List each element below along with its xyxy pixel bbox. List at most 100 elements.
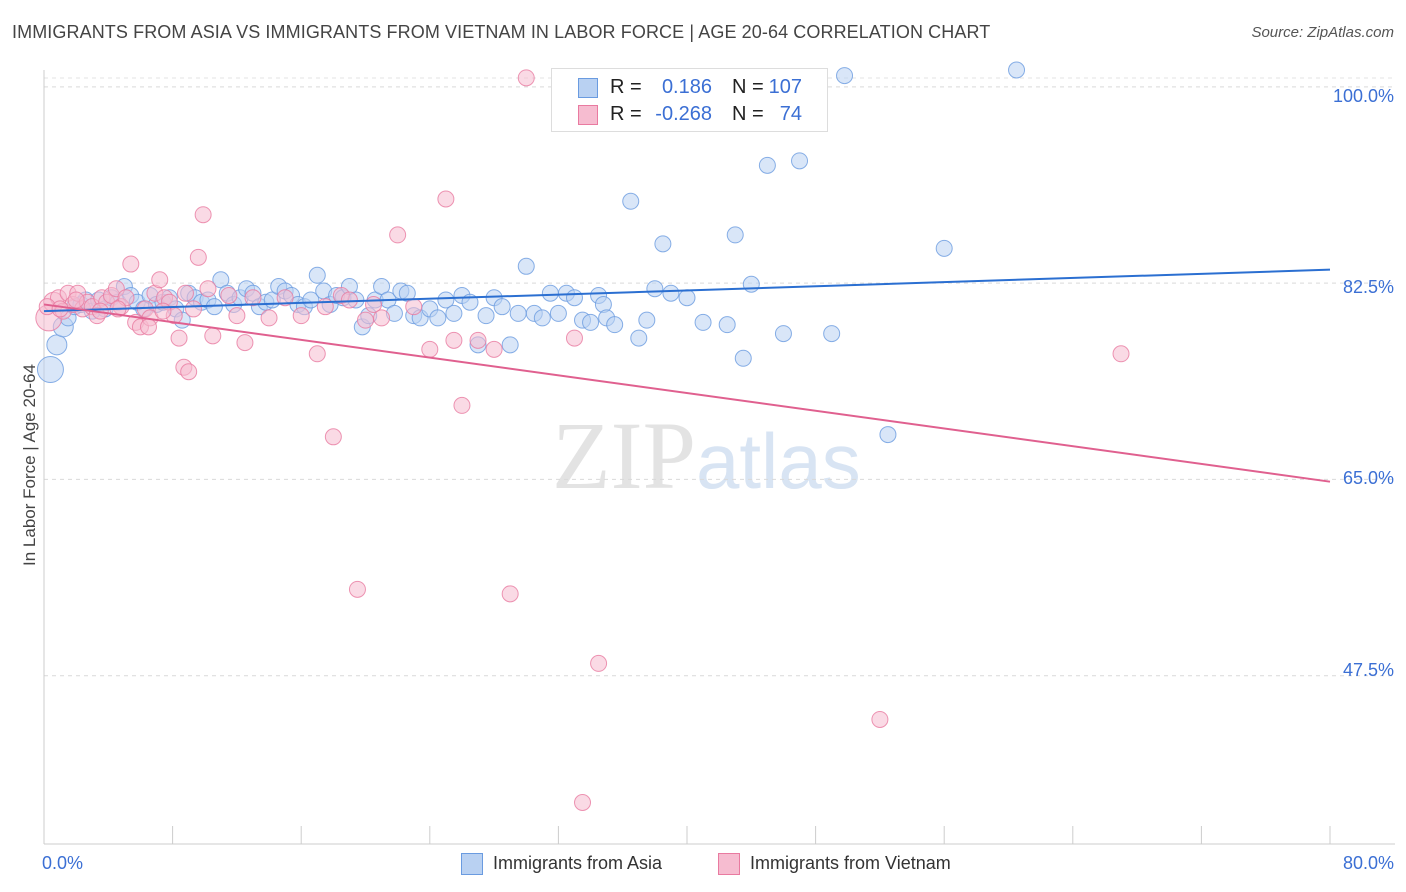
vietnam-point bbox=[348, 580, 366, 598]
asia-point bbox=[36, 356, 64, 384]
vietnam-legend-label: Immigrants from Vietnam bbox=[750, 853, 951, 873]
asia-point bbox=[935, 239, 953, 257]
vietnam-point bbox=[373, 309, 391, 327]
asia-point bbox=[646, 280, 664, 298]
vietnam-point bbox=[590, 654, 608, 672]
asia-point bbox=[308, 266, 326, 284]
asia-point bbox=[533, 309, 551, 327]
chart-title: IMMIGRANTS FROM ASIA VS IMMIGRANTS FROM … bbox=[12, 22, 991, 42]
vietnam-point bbox=[453, 396, 471, 414]
vietnam-point bbox=[51, 300, 69, 318]
y-tick-47-5: 47.5% bbox=[1342, 660, 1394, 680]
chart-source: Source: ZipAtlas.com bbox=[1251, 24, 1394, 41]
vietnam-point bbox=[871, 710, 889, 728]
asia-point bbox=[694, 313, 712, 331]
asia-point bbox=[582, 313, 600, 331]
vietnam-point bbox=[189, 248, 207, 266]
vietnam-r-label: R = bbox=[610, 103, 642, 125]
asia-n-value: 107 bbox=[768, 76, 802, 98]
vietnam-point bbox=[220, 286, 238, 304]
vietnam-legend-swatch bbox=[718, 853, 740, 875]
vietnam-point bbox=[445, 331, 463, 349]
vietnam-point bbox=[184, 300, 202, 318]
asia-point bbox=[429, 309, 447, 327]
asia-point bbox=[477, 307, 495, 325]
asia-point bbox=[606, 316, 624, 334]
asia-point bbox=[541, 284, 559, 302]
vietnam-point bbox=[292, 307, 310, 325]
vietnam-point bbox=[276, 289, 294, 307]
asia-r-label: R = bbox=[610, 76, 642, 98]
asia-r-value: 0.186 bbox=[661, 76, 712, 98]
vietnam-point bbox=[236, 334, 254, 352]
asia-point bbox=[758, 156, 776, 174]
legend-row-asia: R = 0.186 N = 107 bbox=[552, 74, 827, 100]
vietnam-point bbox=[176, 284, 194, 302]
y-tick-100: 100.0% bbox=[1332, 86, 1394, 106]
vietnam-point bbox=[199, 280, 217, 298]
asia-point bbox=[662, 284, 680, 302]
asia-point bbox=[718, 316, 736, 334]
vietnam-point bbox=[260, 309, 278, 327]
asia-point bbox=[654, 235, 672, 253]
asia-point bbox=[445, 304, 463, 322]
watermark-zip: ZIP bbox=[552, 402, 696, 509]
asia-point bbox=[501, 336, 519, 354]
asia-point bbox=[638, 311, 656, 329]
asia-point bbox=[836, 67, 854, 85]
asia-point bbox=[437, 291, 455, 309]
vietnam-point bbox=[122, 255, 140, 273]
vietnam-point bbox=[244, 289, 262, 307]
asia-point bbox=[879, 426, 897, 444]
asia-point bbox=[823, 325, 841, 343]
asia-point bbox=[622, 192, 640, 210]
asia-point bbox=[517, 257, 535, 275]
asia-point bbox=[726, 226, 744, 244]
correlation-legend: R = 0.186 N = 107 R = -0.268 N = 74 bbox=[551, 68, 828, 132]
asia-point bbox=[734, 349, 752, 367]
vietnam-point bbox=[228, 307, 246, 325]
vietnam-point bbox=[469, 331, 487, 349]
asia-point bbox=[774, 325, 792, 343]
y-tick-65: 65.0% bbox=[1342, 468, 1394, 488]
vietnam-point bbox=[421, 340, 439, 358]
asia-point bbox=[565, 289, 583, 307]
vietnam-point bbox=[139, 318, 157, 336]
asia-point bbox=[46, 334, 68, 356]
asia-trend-line bbox=[43, 268, 1331, 313]
vietnam-point bbox=[151, 271, 169, 289]
asia-legend-label: Immigrants from Asia bbox=[493, 853, 663, 873]
vietnam-point bbox=[170, 329, 188, 347]
vietnam-point bbox=[565, 329, 583, 347]
asia-legend-swatch bbox=[461, 853, 483, 875]
vietnam-point bbox=[340, 291, 358, 309]
vietnam-point bbox=[1112, 345, 1130, 363]
vietnam-n-value: 74 bbox=[779, 103, 802, 125]
vietnam-point bbox=[67, 291, 85, 309]
x-tick-min: 0.0% bbox=[42, 853, 84, 873]
watermark: ZIPatlas bbox=[552, 400, 861, 511]
vietnam-point bbox=[389, 226, 407, 244]
asia-point bbox=[742, 275, 760, 293]
vietnam-point bbox=[405, 298, 423, 316]
vietnam-point bbox=[194, 206, 212, 224]
x-tick-max: 80.0% bbox=[1342, 853, 1394, 873]
asia-n-label: N = bbox=[732, 76, 764, 98]
vietnam-swatch bbox=[578, 105, 598, 125]
asia-point bbox=[302, 291, 320, 309]
vietnam-point bbox=[204, 327, 222, 345]
asia-point bbox=[791, 152, 809, 170]
vietnam-point bbox=[357, 311, 374, 329]
vietnam-point bbox=[154, 302, 172, 320]
asia-point bbox=[630, 329, 648, 347]
legend-row-vietnam: R = -0.268 N = 74 bbox=[552, 101, 827, 127]
asia-point bbox=[1008, 61, 1026, 79]
asia-point bbox=[509, 304, 527, 322]
vietnam-point bbox=[437, 190, 455, 208]
vietnam-point bbox=[180, 363, 198, 381]
vietnam-point bbox=[308, 345, 326, 363]
asia-point bbox=[493, 298, 511, 316]
watermark-atlas: atlas bbox=[696, 417, 861, 505]
vietnam-point bbox=[485, 340, 503, 358]
